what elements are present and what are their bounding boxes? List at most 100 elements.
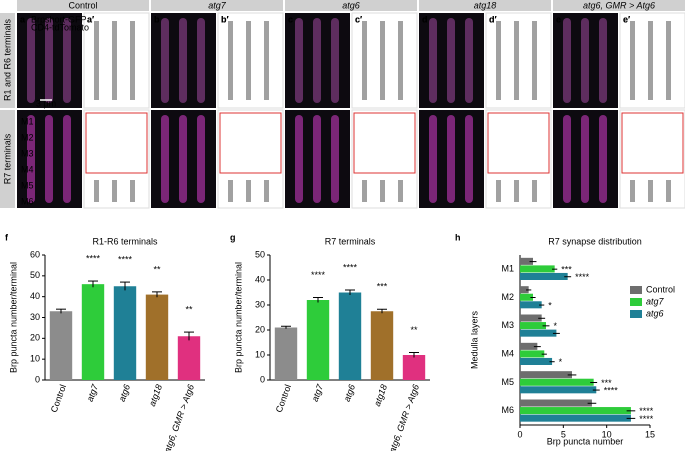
legend-swatch bbox=[630, 298, 642, 306]
row-label: R7 terminals bbox=[2, 133, 12, 184]
x-tick-label: atg7 bbox=[85, 382, 101, 403]
terminal-stain bbox=[581, 18, 589, 103]
puncta-column bbox=[630, 21, 635, 100]
bar bbox=[402, 355, 426, 380]
panel-letter: e bbox=[556, 14, 561, 24]
puncta-column bbox=[648, 180, 653, 202]
bar bbox=[520, 301, 542, 309]
chart-title: R7 terminals bbox=[325, 236, 376, 246]
terminal-stain bbox=[447, 18, 455, 103]
puncta-column bbox=[264, 180, 269, 202]
significance: **** bbox=[86, 253, 101, 263]
puncta-column bbox=[666, 21, 671, 100]
y-tick-label: M2 bbox=[501, 292, 514, 302]
panel-letter: c bbox=[288, 14, 293, 24]
bar bbox=[520, 407, 631, 415]
chart-title: R7 synapse distribution bbox=[548, 236, 642, 246]
puncta-column bbox=[112, 180, 117, 202]
puncta-column bbox=[648, 21, 653, 100]
layer-label: M4 bbox=[21, 164, 34, 174]
terminal-stain bbox=[429, 18, 437, 103]
y-tick-label: 50 bbox=[30, 270, 40, 280]
bar bbox=[520, 329, 557, 337]
terminal-stain bbox=[179, 18, 187, 103]
y-tick-label: 20 bbox=[255, 324, 265, 334]
puncta-column bbox=[94, 21, 99, 100]
puncta-column bbox=[496, 180, 501, 202]
puncta-column bbox=[514, 21, 519, 100]
significance: ** bbox=[410, 325, 418, 335]
x-tick-label: Control bbox=[49, 383, 68, 414]
puncta-column bbox=[130, 180, 135, 202]
x-tick-label: atg18 bbox=[147, 383, 164, 408]
panel-letter: b′ bbox=[221, 14, 229, 24]
puncta-column bbox=[228, 180, 233, 202]
bar bbox=[113, 286, 137, 380]
terminal-stain bbox=[447, 115, 455, 203]
panel-letter: c′ bbox=[355, 14, 362, 24]
bar bbox=[520, 286, 529, 294]
puncta-column bbox=[264, 21, 269, 100]
panel-letter: e bbox=[556, 14, 561, 24]
puncta-column bbox=[246, 21, 251, 100]
y-tick-label: 0 bbox=[35, 374, 40, 384]
puncta-column bbox=[496, 21, 501, 100]
puncta-column bbox=[380, 21, 385, 100]
x-tick-label: atg6 bbox=[117, 383, 132, 403]
terminal-stain bbox=[581, 115, 589, 203]
x-axis-label: Brp puncta number bbox=[547, 436, 624, 446]
bar bbox=[520, 350, 545, 358]
bar bbox=[370, 311, 394, 380]
y-tick-label: 40 bbox=[255, 274, 265, 284]
panel-letter: a bbox=[20, 14, 26, 24]
y-axis-label: Brp puncta number/terminal bbox=[233, 262, 243, 373]
significance: * bbox=[548, 300, 552, 310]
terminal-stain bbox=[313, 115, 321, 203]
y-tick-label: 60 bbox=[30, 249, 40, 259]
terminal-stain bbox=[197, 115, 205, 203]
puncta-column bbox=[514, 180, 519, 202]
terminal-stain bbox=[599, 115, 607, 203]
y-tick-label: M4 bbox=[501, 349, 514, 359]
terminal-stain bbox=[295, 115, 303, 203]
puncta-column bbox=[398, 21, 403, 100]
significance: ** bbox=[153, 264, 161, 274]
terminal-stain bbox=[27, 18, 35, 103]
puncta-column bbox=[630, 180, 635, 202]
scale-label: 3 μm bbox=[36, 98, 56, 108]
channel-label: Brpshort-GFP bbox=[31, 14, 87, 24]
significance: ** bbox=[185, 304, 193, 314]
row-header bbox=[0, 110, 15, 208]
terminal-stain bbox=[563, 115, 571, 203]
x-tick-label: atg6, GMR > Atg6 bbox=[162, 383, 196, 451]
y-tick-label: 10 bbox=[255, 349, 265, 359]
puncta-column bbox=[532, 180, 537, 202]
significance: **** bbox=[118, 254, 133, 264]
significance: * bbox=[553, 321, 557, 331]
bar bbox=[520, 378, 594, 386]
y-tick-label: 30 bbox=[255, 299, 265, 309]
y-tick-label: 20 bbox=[30, 333, 40, 343]
layer-box bbox=[353, 112, 416, 174]
layer-box bbox=[621, 112, 684, 174]
terminal-stain bbox=[313, 18, 321, 103]
panel-letter: g bbox=[230, 232, 236, 242]
bar bbox=[177, 336, 201, 380]
y-tick-label: M3 bbox=[501, 320, 514, 330]
terminal-stain bbox=[45, 115, 53, 203]
x-tick-label: atg6 bbox=[342, 383, 357, 403]
channel-label: CD4-tdTomato bbox=[31, 22, 89, 32]
bar bbox=[520, 371, 572, 379]
puncta-column bbox=[130, 21, 135, 100]
bar bbox=[520, 272, 568, 280]
puncta-column bbox=[246, 180, 251, 202]
significance: **** bbox=[604, 385, 619, 395]
chart-title: R1-R6 terminals bbox=[92, 236, 158, 246]
panel-letter: c bbox=[288, 14, 293, 24]
terminal-stain bbox=[465, 115, 473, 203]
panel-letter: b bbox=[154, 14, 160, 24]
column-label: atg7 bbox=[208, 0, 227, 10]
puncta-column bbox=[380, 180, 385, 202]
y-tick-label: 0 bbox=[260, 374, 265, 384]
